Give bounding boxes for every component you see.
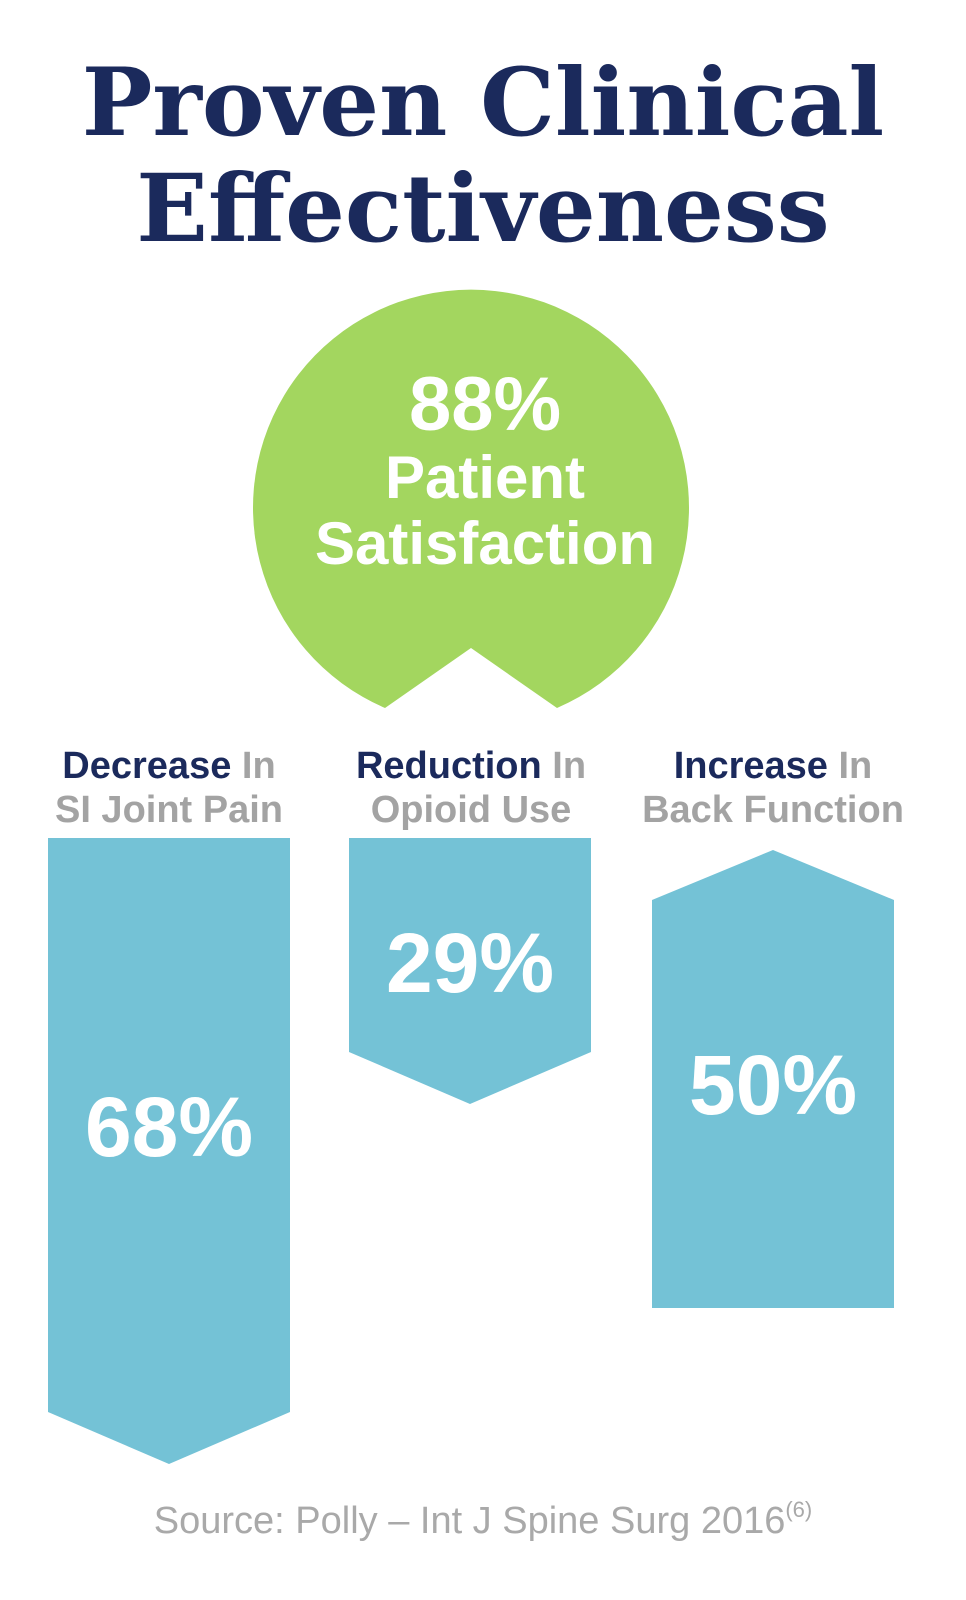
label-joint-pain-connector: In: [241, 745, 276, 787]
value-opioid-use: 29%: [385, 916, 555, 1010]
bar-joint-pain: [48, 838, 290, 1464]
source-text: Source: Polly – Int J Spine Surg 2016: [153, 1500, 786, 1542]
satisfaction-label-line-2: Satisfaction: [314, 510, 656, 577]
label-opioid-use-connector: In: [552, 745, 587, 787]
satisfaction-value: 88%: [408, 362, 562, 447]
page-title: Proven Clinical Effectiveness: [0, 50, 966, 262]
label-back-function-highlight: Increase: [673, 745, 828, 787]
value-back-function: 50%: [688, 1038, 858, 1132]
label-joint-pain-highlight: Decrease: [62, 745, 232, 787]
satisfaction-label-line-1: Patient: [384, 444, 586, 511]
label-back-function-subject: Back Function: [642, 789, 904, 831]
label-opioid-use: Reduction In Opioid Use: [320, 744, 622, 832]
satisfaction-circle: [253, 289, 689, 708]
label-back-function-connector: In: [838, 745, 873, 787]
title-line-2: Effectiveness: [136, 154, 830, 264]
value-joint-pain: 68%: [84, 1080, 254, 1174]
source-ref: (6): [785, 1497, 813, 1522]
label-joint-pain-subject: SI Joint Pain: [54, 789, 284, 831]
title-line-1: Proven Clinical: [81, 48, 885, 158]
label-opioid-use-subject: Opioid Use: [370, 789, 572, 831]
label-opioid-use-highlight: Reduction: [355, 745, 542, 787]
source-citation: Source: Polly – Int J Spine Surg 2016(6): [0, 1488, 966, 1543]
label-back-function: Increase In Back Function: [622, 744, 924, 832]
bar-opioid-use: [349, 838, 591, 1104]
label-joint-pain: Decrease In SI Joint Pain: [18, 744, 320, 832]
bar-back-function: [652, 850, 894, 1308]
satisfaction-text: 88% Patient Satisfaction: [260, 365, 710, 577]
